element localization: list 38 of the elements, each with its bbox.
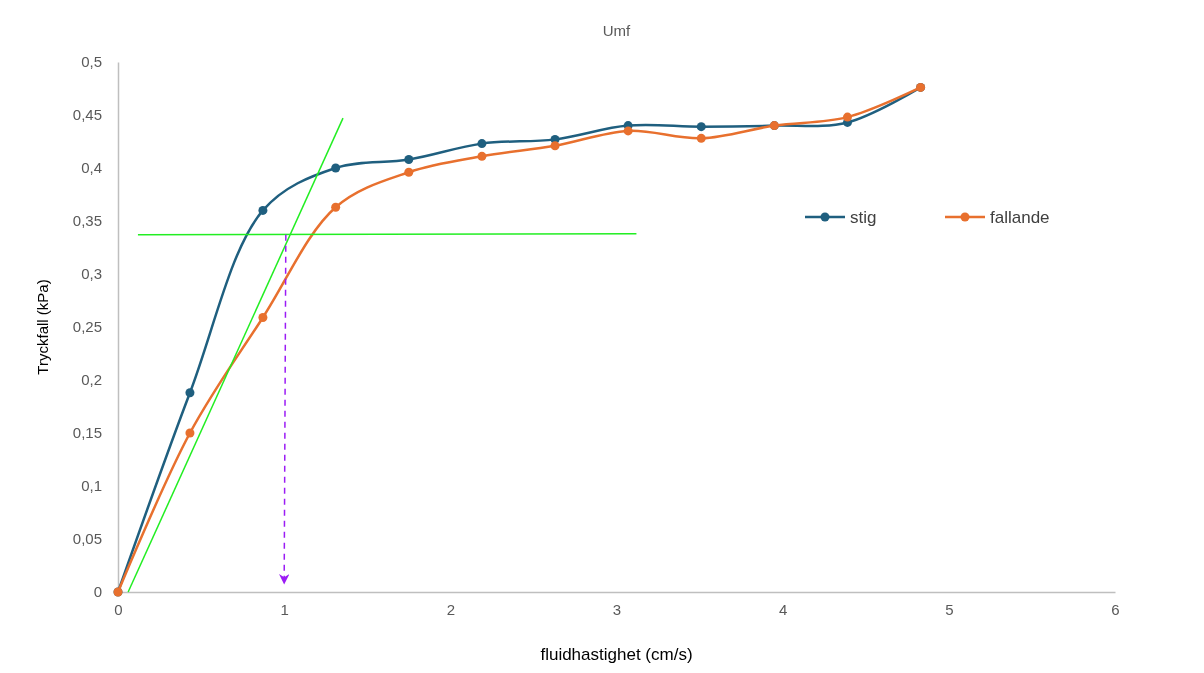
y-tick-label: 0,1 — [81, 477, 102, 495]
y-tick-label: 0,5 — [81, 53, 102, 71]
y-tick-label: 0,4 — [81, 159, 102, 177]
x-tick-label: 2 — [446, 600, 456, 618]
y-tick-label: 0,2 — [81, 371, 102, 389]
point — [623, 126, 633, 136]
point — [185, 428, 195, 438]
point — [185, 388, 195, 398]
y-tick-label: 0,25 — [72, 318, 102, 336]
y-tick-label: 0,05 — [72, 530, 102, 548]
point — [842, 112, 852, 122]
point — [404, 155, 414, 165]
x-tick-label: 5 — [945, 600, 954, 618]
x-tick-label: 6 — [1111, 600, 1120, 618]
y-tick-label: 0,3 — [81, 265, 102, 283]
point — [696, 133, 706, 143]
point — [331, 202, 341, 212]
point — [696, 122, 706, 132]
point — [550, 141, 560, 151]
y-tick-label: 0,45 — [72, 106, 102, 124]
y-axis-title: Tryckfall (kPa) — [34, 279, 51, 375]
point — [477, 151, 487, 161]
y-tick-label: 0,15 — [72, 424, 102, 442]
x-tick-label: 1 — [280, 600, 289, 618]
legend-label: fallande — [990, 208, 1050, 227]
x-tick-label: 0 — [114, 600, 123, 618]
point — [258, 312, 268, 322]
y-tick-label: 0 — [93, 583, 102, 601]
legend-label: stig — [850, 208, 877, 227]
point — [477, 139, 487, 149]
x-axis-title: fluidhastighet (cm/s) — [540, 645, 693, 664]
x-tick-label: 4 — [778, 600, 788, 618]
chart-title: Umf — [602, 22, 632, 39]
point — [258, 205, 268, 215]
y-tick-label: 0,35 — [72, 212, 102, 230]
point — [331, 163, 341, 173]
point — [404, 167, 414, 177]
x-tick-label: 3 — [612, 600, 622, 618]
